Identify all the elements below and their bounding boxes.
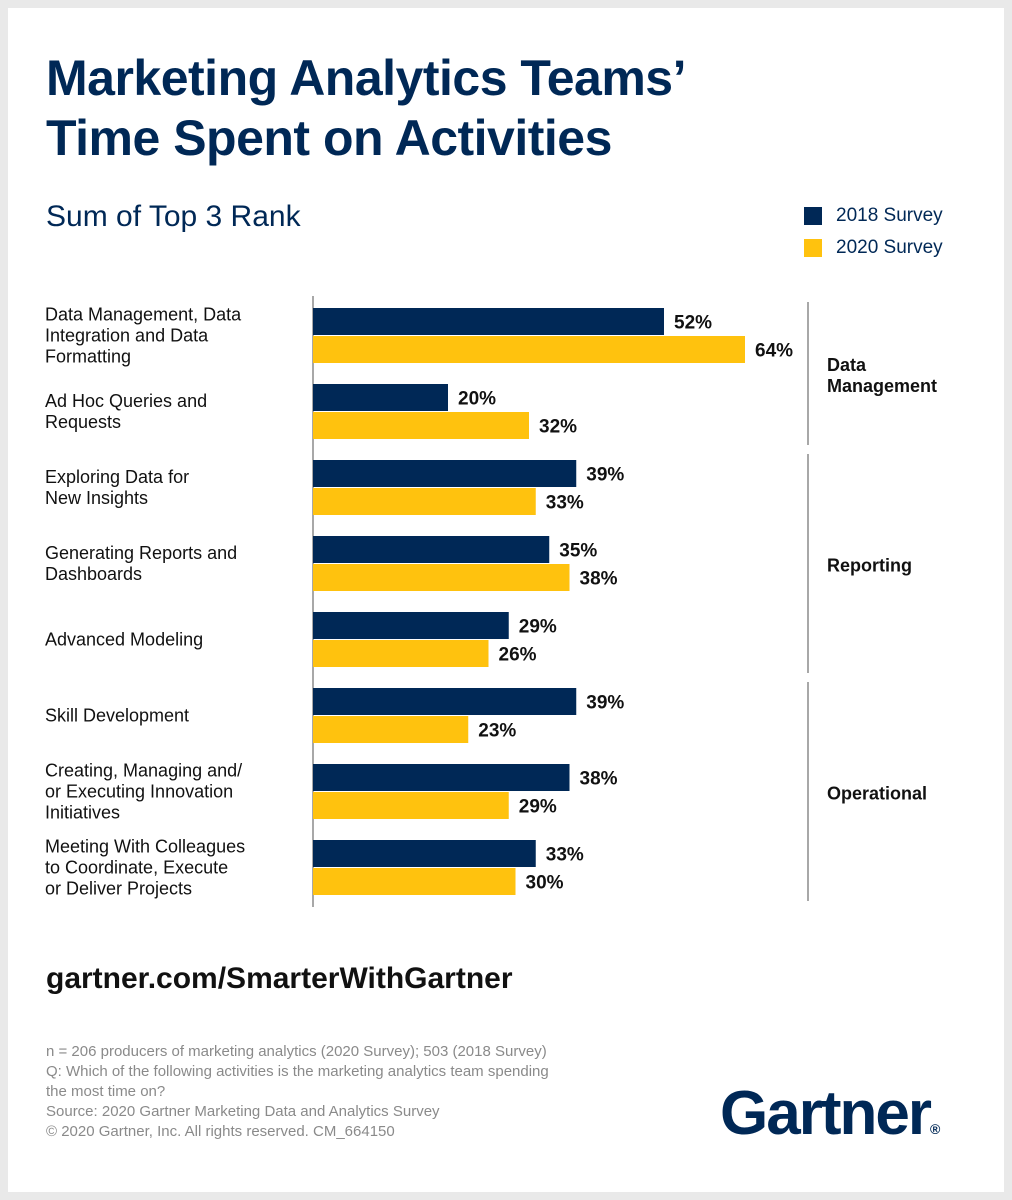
data-label-2018-2: 20% xyxy=(458,389,496,410)
bar-2018-1 xyxy=(313,308,664,335)
legend: 2018 Survey 2020 Survey xyxy=(804,200,943,264)
data-label-2020-4: 38% xyxy=(580,569,618,590)
bar-2018-6 xyxy=(313,688,577,715)
legend-item-2018: 2018 Survey xyxy=(804,200,943,232)
category-label-7: Creating, Managing and/ or Executing Inn… xyxy=(45,760,243,822)
registered-mark: ® xyxy=(929,1121,941,1137)
category-label-2: Ad Hoc Queries and Requests xyxy=(45,390,208,432)
bar-2020-3 xyxy=(313,488,536,515)
category-label-8: Meeting With Colleagues to Coordinate, E… xyxy=(45,836,246,898)
chart-title: Marketing Analytics Teams’ Time Spent on… xyxy=(46,50,687,166)
data-label-2020-1: 64% xyxy=(755,341,793,362)
data-label-2020-8: 30% xyxy=(526,873,564,894)
bar-2020-7 xyxy=(313,792,509,819)
category-label-3: Exploring Data for New Insights xyxy=(45,466,190,508)
bar-2020-2 xyxy=(313,412,529,439)
data-label-2018-3: 39% xyxy=(586,465,624,486)
data-label-2018-6: 39% xyxy=(586,693,624,714)
infographic-card xyxy=(8,8,1004,1192)
gartner-logo: Gartner® xyxy=(720,1078,940,1149)
data-label-2018-4: 35% xyxy=(559,541,597,562)
bar-2020-4 xyxy=(313,564,570,591)
bar-2020-8 xyxy=(313,868,516,895)
footnote: n = 206 producers of marketing analytics… xyxy=(46,1043,549,1140)
legend-item-2020: 2020 Survey xyxy=(804,232,943,264)
legend-label-2018: 2018 Survey xyxy=(836,205,943,226)
bar-2018-8 xyxy=(313,840,536,867)
logo-text: Gartner xyxy=(720,1079,932,1148)
data-label-2020-7: 29% xyxy=(519,797,557,818)
group-label-2: Reporting xyxy=(827,555,912,575)
data-label-2020-5: 26% xyxy=(499,645,537,666)
bar-2018-7 xyxy=(313,764,570,791)
bar-2018-3 xyxy=(313,460,577,487)
data-label-2018-7: 38% xyxy=(580,769,618,790)
bar-2018-5 xyxy=(313,612,509,639)
bar-2018-2 xyxy=(313,384,448,411)
bar-2020-5 xyxy=(313,640,489,667)
data-label-2018-8: 33% xyxy=(546,845,584,866)
category-label-4: Generating Reports and Dashboards xyxy=(45,542,238,584)
legend-label-2020: 2020 Survey xyxy=(836,237,943,258)
category-label-6: Skill Development xyxy=(45,705,190,725)
data-label-2020-3: 33% xyxy=(546,493,584,514)
data-label-2020-2: 32% xyxy=(539,417,577,438)
legend-swatch-2018 xyxy=(804,207,822,225)
bar-2020-6 xyxy=(313,716,469,743)
data-label-2018-1: 52% xyxy=(674,313,712,334)
legend-swatch-2020 xyxy=(804,239,822,257)
group-label-3: Operational xyxy=(827,783,928,803)
data-label-2020-6: 23% xyxy=(478,721,516,742)
bar-2018-4 xyxy=(313,536,550,563)
bar-2020-1 xyxy=(313,336,745,363)
data-label-2018-5: 29% xyxy=(519,617,557,638)
chart-subtitle: Sum of Top 3 Rank xyxy=(46,200,301,233)
category-label-5: Advanced Modeling xyxy=(45,629,204,649)
source-url: gartner.com/SmarterWithGartner xyxy=(46,962,513,995)
category-label-1: Data Management, Data Integration and Da… xyxy=(45,304,242,366)
group-label-1: Data Management xyxy=(827,354,938,396)
